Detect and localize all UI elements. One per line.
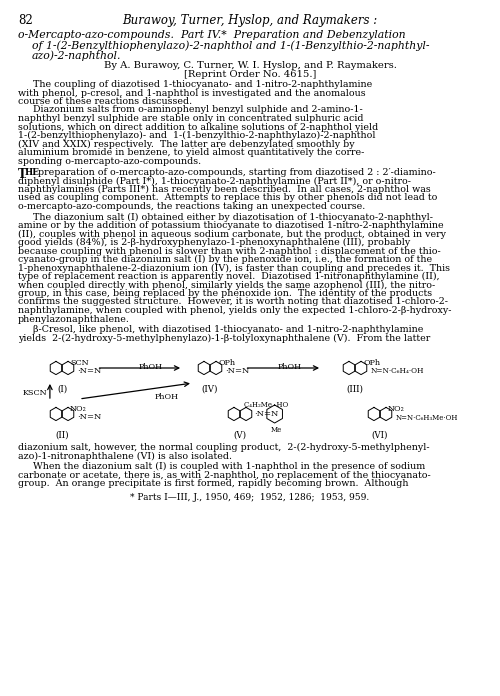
Text: naphthyl benzyl sulphide are stable only in concentrated sulphuric acid: naphthyl benzyl sulphide are stable only…: [18, 114, 364, 123]
Text: PhOH: PhOH: [139, 363, 163, 371]
Text: azo)-2-naphthol.: azo)-2-naphthol.: [32, 50, 122, 61]
Text: The coupling of diazotised 1-thiocyanato- and 1-nitro-2-naphthylamine: The coupling of diazotised 1-thiocyanato…: [18, 80, 372, 89]
Text: (V): (V): [234, 431, 246, 440]
Text: confirms the suggested structure.  However, it is worth noting that diazotised 1: confirms the suggested structure. Howeve…: [18, 297, 448, 306]
Text: ·N=N: ·N=N: [78, 367, 102, 375]
Text: of 1-(2-Benzylthiophenylazo)-2-naphthol and 1-(1-Benzylthio-2-naphthyl-: of 1-(2-Benzylthiophenylazo)-2-naphthol …: [32, 40, 429, 51]
Text: group, in this case, being replaced by the phenoxide ion.  The identity of the p: group, in this case, being replaced by t…: [18, 289, 432, 298]
Text: (II): (II): [55, 431, 69, 440]
Text: When the diazonium salt (I) is coupled with 1-naphthol in the presence of sodium: When the diazonium salt (I) is coupled w…: [18, 462, 425, 471]
Text: NO₂: NO₂: [388, 405, 405, 413]
Text: T: T: [18, 168, 27, 181]
Text: naphthylamines (Parts III*) has recently been described.  In all cases, 2-naphth: naphthylamines (Parts III*) has recently…: [18, 185, 431, 194]
Text: diazonium salt, however, the normal coupling product,  2-(2-hydroxy-5-methylphen: diazonium salt, however, the normal coup…: [18, 443, 430, 452]
Text: N=N·C₆H₃Me·OH: N=N·C₆H₃Me·OH: [396, 414, 458, 422]
Text: (VI): (VI): [372, 431, 388, 440]
Text: 1-(2-benzylthiophenylazo)- and  1-(1-benzylthio-2-naphthylazo)-2-naphthol: 1-(2-benzylthiophenylazo)- and 1-(1-benz…: [18, 131, 376, 140]
Text: carbonate or acetate, there is, as with 2-naphthol, no replacement of the thiocy: carbonate or acetate, there is, as with …: [18, 470, 431, 480]
Text: diphenyl disulphide (Part I*), 1-thiocyanato-2-naphthylamine (Part II*), or o-ni: diphenyl disulphide (Part I*), 1-thiocya…: [18, 177, 411, 186]
Text: phenylazonaphthalene.: phenylazonaphthalene.: [18, 315, 130, 324]
Text: OPh: OPh: [363, 359, 380, 367]
Text: when coupled directly with phenol, similarly yields the same azophenol (III), th: when coupled directly with phenol, simil…: [18, 280, 435, 290]
Text: good yields (84%), is 2-β-hydroxyphenylazo-1-phenoxynaphthalene (III), probably: good yields (84%), is 2-β-hydroxyphenyla…: [18, 238, 410, 247]
Text: course of these reactions discussed.: course of these reactions discussed.: [18, 97, 192, 106]
Text: naphthylamine, when coupled with phenol, yields only the expected 1-chloro-2-β-h: naphthylamine, when coupled with phenol,…: [18, 306, 452, 315]
Text: Burawoy, Turner, Hyslop, and Raymakers :: Burawoy, Turner, Hyslop, and Raymakers :: [122, 14, 378, 27]
Text: sponding o-mercapto-azo-compounds.: sponding o-mercapto-azo-compounds.: [18, 157, 201, 166]
Text: (IV): (IV): [202, 385, 218, 394]
Text: group.  An orange precipitate is first formed, rapidly becoming brown.  Although: group. An orange precipitate is first fo…: [18, 479, 408, 488]
Text: 82: 82: [18, 14, 33, 27]
Text: NO₂: NO₂: [70, 405, 87, 413]
Text: PhOH: PhOH: [155, 393, 179, 401]
Text: (II), couples with phenol in aqueous sodium carbonate, but the product, obtained: (II), couples with phenol in aqueous sod…: [18, 230, 446, 239]
Text: PhOH: PhOH: [278, 363, 302, 371]
Text: OPh: OPh: [218, 359, 235, 367]
Text: HE: HE: [24, 168, 40, 177]
Text: By A. Burawoy, C. Turner, W. I. Hyslop, and P. Raymakers.: By A. Burawoy, C. Turner, W. I. Hyslop, …: [104, 61, 397, 70]
Text: ·N=N: ·N=N: [254, 410, 279, 418]
Text: (I): (I): [57, 385, 67, 394]
Text: Diazonium salts from o-aminophenyl benzyl sulphide and 2-amino-1-: Diazonium salts from o-aminophenyl benzy…: [18, 106, 363, 115]
Text: cyanato-group in the diazonium salt (I) by the phenoxide ion, i.e., the formatio: cyanato-group in the diazonium salt (I) …: [18, 255, 432, 264]
Text: o-Mercapto-azo-compounds.  Part IV.*  Preparation and Debenzylation: o-Mercapto-azo-compounds. Part IV.* Prep…: [18, 30, 406, 40]
Text: with phenol, p-cresol, and 1-naphthol is investigated and the anomalous: with phenol, p-cresol, and 1-naphthol is…: [18, 88, 366, 97]
Text: SCN: SCN: [70, 359, 88, 367]
Text: The diazonium salt (I) obtained either by diazotisation of 1-thiocyanato-2-napht: The diazonium salt (I) obtained either b…: [18, 212, 433, 221]
Text: [Reprint Order No. 4615.]: [Reprint Order No. 4615.]: [184, 70, 316, 79]
Text: Me: Me: [271, 426, 282, 434]
Text: (III): (III): [346, 385, 364, 394]
Text: KSCN: KSCN: [22, 389, 47, 397]
Text: ·N=N: ·N=N: [78, 413, 102, 421]
Text: o-mercapto-azo-compounds, the reactions taking an unexpected course.: o-mercapto-azo-compounds, the reactions …: [18, 202, 365, 211]
Text: aluminium bromide in benzene, to yield almost quantitatively the corre-: aluminium bromide in benzene, to yield a…: [18, 148, 364, 157]
Text: because coupling with phenol is slower than with 2-naphthol : displacement of th: because coupling with phenol is slower t…: [18, 246, 441, 255]
Text: C₄H₂Me  HO: C₄H₂Me HO: [244, 401, 288, 409]
Text: N=N·C₆H₄·OH: N=N·C₆H₄·OH: [370, 367, 424, 375]
Text: solutions, which on direct addition to alkaline solutions of 2-naphthol yield: solutions, which on direct addition to a…: [18, 122, 378, 132]
Text: preparation of o-mercapto-azo-compounds, starting from diazotised 2 : 2′-diamino: preparation of o-mercapto-azo-compounds,…: [35, 168, 436, 177]
Text: azo)-1-nitronaphthalene (VI) is also isolated.: azo)-1-nitronaphthalene (VI) is also iso…: [18, 452, 232, 461]
Text: * Parts I—III, J., 1950, 469;  1952, 1286;  1953, 959.: * Parts I—III, J., 1950, 469; 1952, 1286…: [130, 493, 370, 503]
Text: amine or by the addition of potassium thiocyanate to diazotised 1-nitro-2-naphth: amine or by the addition of potassium th…: [18, 221, 444, 230]
Text: 1-phenoxynaphthalene-2-diazonium ion (IV), is faster than coupling and precedes : 1-phenoxynaphthalene-2-diazonium ion (IV…: [18, 264, 450, 273]
Text: (XIV and XXIX) respectively.  The latter are debenzylated smoothly by: (XIV and XXIX) respectively. The latter …: [18, 139, 354, 149]
Text: type of replacement reaction is apparently novel.  Diazotised 1-nitronaphthylami: type of replacement reaction is apparent…: [18, 272, 440, 281]
Text: used as coupling component.  Attempts to replace this by other phenols did not l: used as coupling component. Attempts to …: [18, 193, 438, 203]
Text: ·N=N: ·N=N: [226, 367, 250, 375]
Text: β-Cresol, like phenol, with diazotised 1-thiocyanato- and 1-nitro-2-naphthylamin: β-Cresol, like phenol, with diazotised 1…: [18, 325, 424, 334]
Text: yields  2-(2-hydroxy-5-methylphenylazo)-1-β-tolyloxynaphthalene (V).  From the l: yields 2-(2-hydroxy-5-methylphenylazo)-1…: [18, 333, 430, 342]
